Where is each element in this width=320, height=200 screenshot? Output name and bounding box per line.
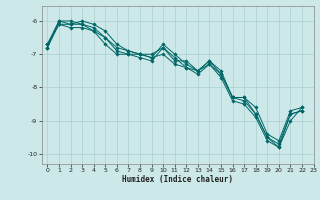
X-axis label: Humidex (Indice chaleur): Humidex (Indice chaleur): [122, 175, 233, 184]
